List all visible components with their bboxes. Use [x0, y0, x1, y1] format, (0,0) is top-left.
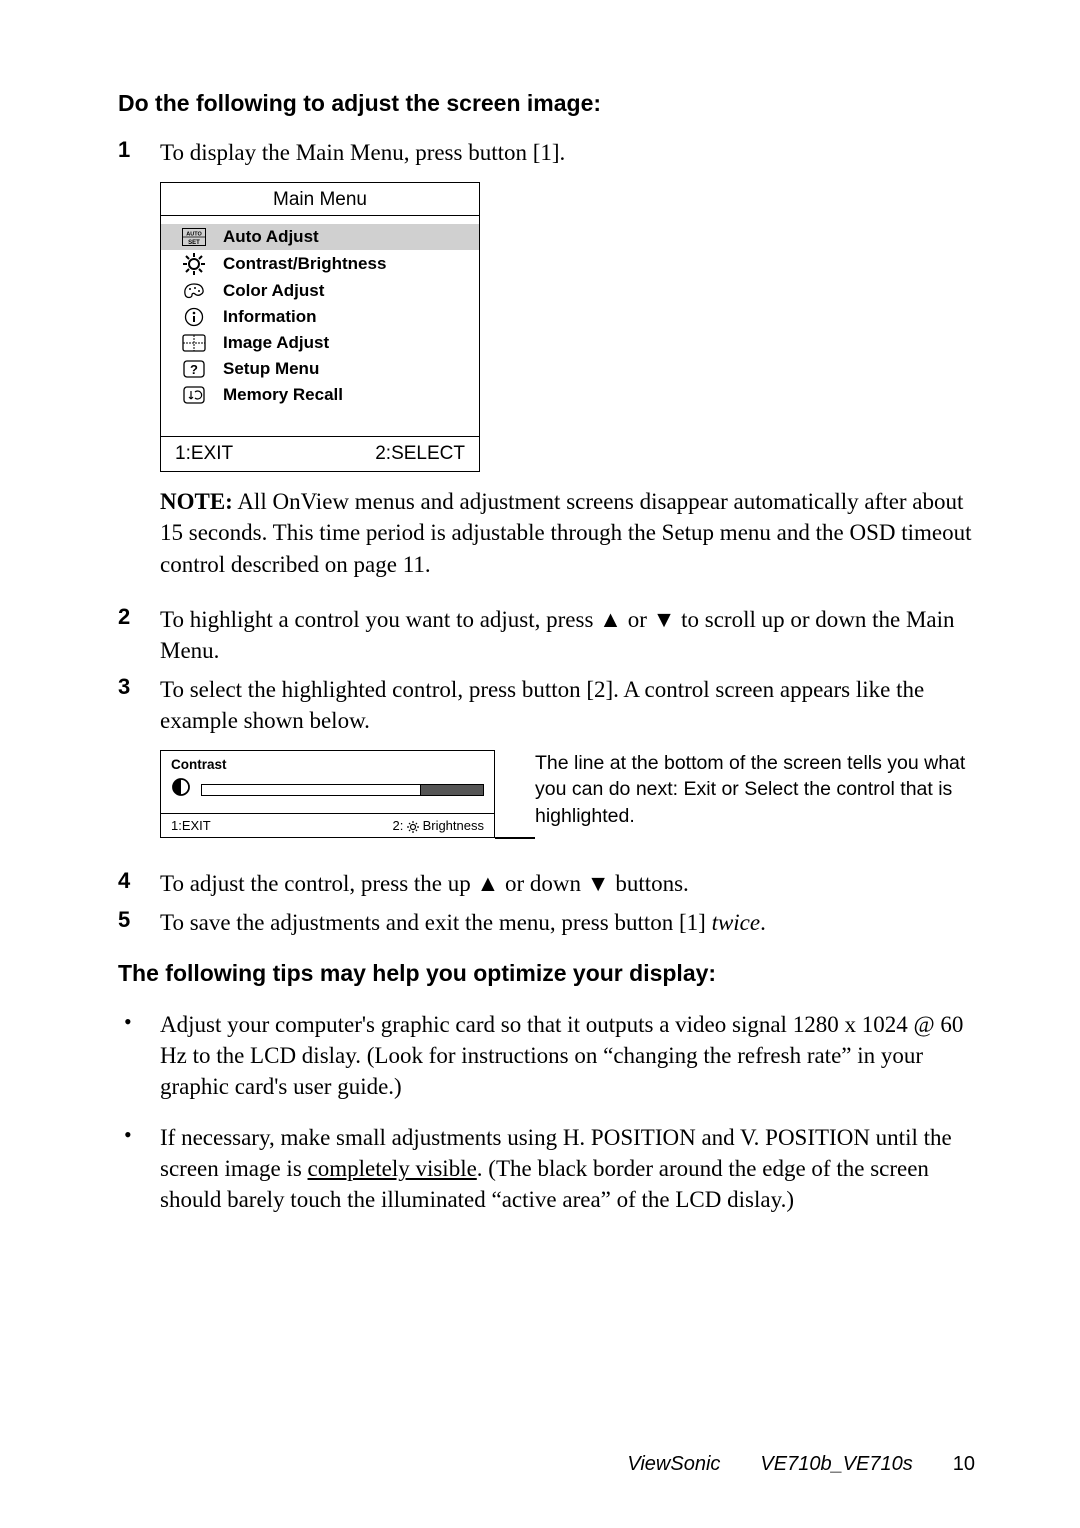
contrast-box: Contrast 1:EXIT 2: Brightness	[160, 750, 495, 838]
heading-tips: The following tips may help you optimize…	[118, 960, 975, 987]
menu-item-memory-recall: Memory Recall	[161, 382, 479, 408]
svg-text:AUTO: AUTO	[186, 232, 202, 238]
menu-label: Setup Menu	[215, 359, 319, 379]
menu-item-color-adjust: Color Adjust	[161, 278, 479, 304]
menu-label: Memory Recall	[215, 385, 343, 405]
svg-text:SET: SET	[188, 240, 200, 246]
step-4: 4 To adjust the control, press the up ▲ …	[118, 868, 975, 899]
step-1-text: To display the Main Menu, press button […	[160, 137, 975, 168]
info-icon	[173, 307, 215, 327]
step-2-num: 2	[118, 604, 160, 666]
menu-item-contrast-brightness: Contrast/Brightness	[161, 250, 479, 278]
auto-set-icon: AUTO SET	[173, 228, 215, 246]
footer-brand: ViewSonic	[627, 1453, 720, 1476]
bullet-mark: •	[118, 1122, 160, 1215]
bullet-2-text: If necessary, make small adjustments usi…	[160, 1122, 975, 1215]
step-1: 1 To display the Main Menu, press button…	[118, 137, 975, 168]
footer-page: 10	[953, 1453, 975, 1476]
step-5-num: 5	[118, 907, 160, 938]
menu-label: Contrast/Brightness	[215, 254, 386, 274]
menu-label: Image Adjust	[215, 333, 329, 353]
palette-icon	[173, 282, 215, 300]
contrast-footer-right: 2: Brightness	[392, 818, 484, 833]
main-menu-items: AUTOSET Auto Adjust Contrast/Brightness …	[161, 216, 479, 436]
step-2: 2 To highlight a control you want to adj…	[118, 604, 975, 666]
contrast-title: Contrast	[171, 757, 484, 772]
menu-label: Auto Adjust	[215, 227, 319, 247]
step-5-text: To save the adjustments and exit the men…	[160, 907, 975, 938]
bullet-1-text: Adjust your computer's graphic card so t…	[160, 1009, 975, 1102]
menu-item-information: Information	[161, 304, 479, 330]
menu-footer-left: 1:EXIT	[175, 443, 233, 465]
menu-item-auto-adjust: AUTO SET Auto Adjust	[161, 224, 479, 250]
menu-item-setup-menu: ? Setup Menu	[161, 356, 479, 382]
page-footer: ViewSonic VE710b_VE710s 10	[627, 1453, 975, 1476]
main-menu-title: Main Menu	[161, 183, 479, 216]
note-text: All OnView menus and adjustment screens …	[160, 489, 972, 577]
note-label: NOTE:	[160, 489, 233, 514]
contrast-bar	[201, 784, 484, 796]
heading-adjust: Do the following to adjust the screen im…	[118, 90, 975, 117]
main-menu-box: Main Menu AUTO SET Auto Adjust Contrast/B…	[160, 182, 480, 472]
step-2-text: To highlight a control you want to adjus…	[160, 604, 975, 666]
step-3: 3 To select the highlighted control, pre…	[118, 674, 975, 736]
image-adjust-icon	[173, 334, 215, 352]
step-4-num: 4	[118, 868, 160, 899]
half-circle-icon	[171, 776, 191, 803]
svg-text:?: ?	[190, 362, 198, 377]
contrast-footer-left: 1:EXIT	[171, 818, 211, 833]
menu-label: Information	[215, 307, 317, 327]
contrast-example-row: Contrast 1:EXIT 2: Brightness The line a…	[160, 750, 975, 848]
menu-label: Color Adjust	[215, 281, 324, 301]
question-icon: ?	[173, 360, 215, 378]
sun-icon	[173, 253, 215, 275]
recall-icon	[173, 386, 215, 404]
main-menu-footer: 1:EXIT 2:SELECT	[161, 436, 479, 471]
bullet-2: • If necessary, make small adjustments u…	[118, 1122, 975, 1215]
step-4-text: To adjust the control, press the up ▲ or…	[160, 868, 975, 899]
menu-item-image-adjust: Image Adjust	[161, 330, 479, 356]
step-3-num: 3	[118, 674, 160, 736]
footer-model: VE710b_VE710s	[760, 1453, 912, 1476]
step-5: 5 To save the adjustments and exit the m…	[118, 907, 975, 938]
step-3-text: To select the highlighted control, press…	[160, 674, 975, 736]
side-explanation: The line at the bottom of the screen tel…	[535, 750, 975, 829]
contrast-footer: 1:EXIT 2: Brightness	[161, 813, 494, 837]
note-block: NOTE: All OnView menus and adjustment sc…	[160, 486, 975, 580]
bullet-1: • Adjust your computer's graphic card so…	[118, 1009, 975, 1102]
contrast-slider-row	[171, 776, 484, 803]
bullet-mark: •	[118, 1009, 160, 1102]
menu-footer-right: 2:SELECT	[375, 443, 465, 465]
step-1-num: 1	[118, 137, 160, 168]
leader-line	[495, 750, 535, 848]
